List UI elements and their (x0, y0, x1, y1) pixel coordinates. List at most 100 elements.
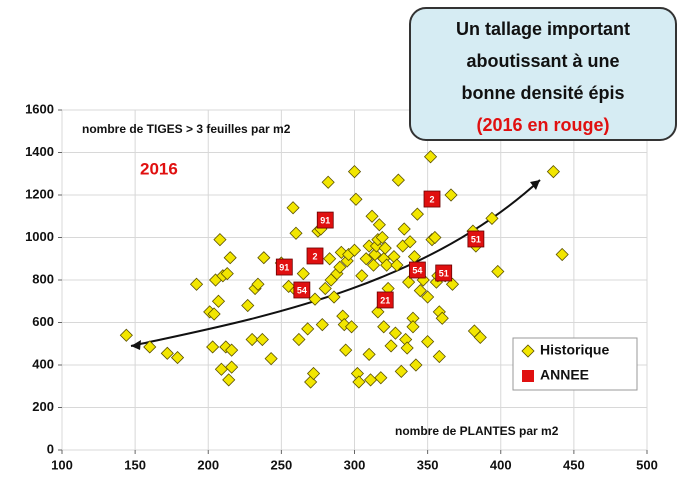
historic-point (410, 207, 424, 221)
historic-point (371, 305, 385, 319)
historic-point (292, 332, 306, 347)
historic-point (286, 201, 300, 215)
historic-point (546, 165, 560, 179)
historic-point (241, 298, 255, 313)
historic-point (380, 258, 394, 272)
historic-point (206, 340, 220, 354)
historic-point (189, 277, 204, 291)
historic-point (403, 235, 417, 249)
point-label: 51 (439, 268, 449, 278)
callout-line: aboutissant à une (466, 51, 619, 71)
year-point (376, 291, 394, 309)
year-point (293, 281, 311, 299)
historic-point (207, 307, 221, 321)
historic-point (444, 188, 458, 202)
historic-point (222, 373, 236, 387)
y-tick-label: 1000 (25, 229, 54, 244)
point-label: 91 (279, 262, 289, 272)
point-label: 54 (297, 285, 307, 295)
historic-point (421, 335, 435, 349)
year-point (423, 190, 441, 208)
historic-point (421, 290, 435, 304)
historic-point (391, 173, 405, 187)
historic-point (225, 343, 239, 357)
historic-point (432, 349, 446, 364)
historic-point (315, 318, 329, 332)
historic-point (321, 175, 335, 189)
historic-point (306, 366, 321, 381)
historic-point (362, 347, 376, 361)
historic-point (388, 326, 403, 340)
historic-point (333, 260, 347, 274)
historic-point (347, 243, 362, 257)
x-tick-label: 500 (636, 457, 658, 472)
historic-point (377, 320, 391, 334)
historic-point (359, 252, 373, 266)
x-tick-label: 400 (490, 457, 512, 472)
historic-point (375, 230, 389, 245)
y-tick-label: 1600 (25, 101, 54, 116)
legend-label: ANNEE (540, 367, 589, 383)
historic-point (211, 294, 226, 308)
callout-line: Un tallage important (456, 19, 630, 39)
y-tick-label: 800 (32, 271, 54, 286)
historic-point (318, 281, 332, 296)
historic-point (402, 275, 416, 289)
historic-point (264, 352, 278, 366)
year-point (306, 247, 324, 265)
historic-point (428, 230, 442, 245)
point-label: 2 (313, 251, 318, 261)
historic-point (435, 311, 449, 325)
historic-point (345, 320, 359, 334)
historic-point (251, 277, 265, 291)
historic-point (368, 247, 382, 262)
historic-point (347, 165, 362, 179)
historic-point (339, 343, 353, 357)
historic-point (323, 252, 337, 266)
x-tick-label: 250 (271, 457, 293, 472)
historic-point (352, 375, 366, 389)
historic-point (223, 251, 237, 265)
historic-point (257, 251, 271, 265)
historic-point (119, 328, 133, 342)
callout-box (409, 7, 677, 141)
y-tick-label: 400 (32, 356, 54, 371)
historic-point (413, 284, 427, 298)
x-tick-label: 200 (197, 457, 219, 472)
y-axis-label: nombre de TIGES > 3 feuilles par m2 (82, 122, 291, 136)
trend-arrow-head (530, 180, 540, 190)
historic-point (473, 330, 487, 344)
historic-point (170, 350, 185, 365)
historic-point (308, 292, 322, 306)
historic-point (225, 360, 239, 374)
trend-arrow-tail (131, 340, 141, 350)
x-axis-label: nombre de PLANTES par m2 (395, 424, 559, 438)
legend-swatch (521, 344, 535, 358)
historic-point (289, 226, 303, 240)
point-label: 91 (320, 215, 330, 225)
y-tick-label: 0 (47, 441, 54, 456)
y-tick-label: 1200 (25, 186, 54, 201)
historic-point (366, 258, 381, 272)
year-annotation: 2016 (140, 159, 178, 178)
historic-point (213, 233, 227, 247)
historic-point (327, 290, 341, 304)
historic-point (355, 269, 369, 283)
historic-point (394, 364, 408, 378)
historic-point (555, 247, 569, 262)
marks: 91 2 2 91 54 21 54 51 51 (119, 150, 569, 389)
historic-point (491, 264, 505, 279)
historic-point (423, 150, 438, 164)
point-label: 51 (471, 234, 481, 244)
historic-point (400, 341, 414, 355)
historic-point (374, 371, 388, 385)
year-point (467, 230, 485, 248)
point-label: 54 (412, 265, 422, 275)
historic-point (390, 258, 404, 272)
y-tick-label: 600 (32, 314, 54, 329)
x-tick-label: 350 (417, 457, 439, 472)
x-tick-label: 450 (563, 457, 585, 472)
year-point (408, 261, 426, 279)
point-label: 21 (380, 295, 390, 305)
